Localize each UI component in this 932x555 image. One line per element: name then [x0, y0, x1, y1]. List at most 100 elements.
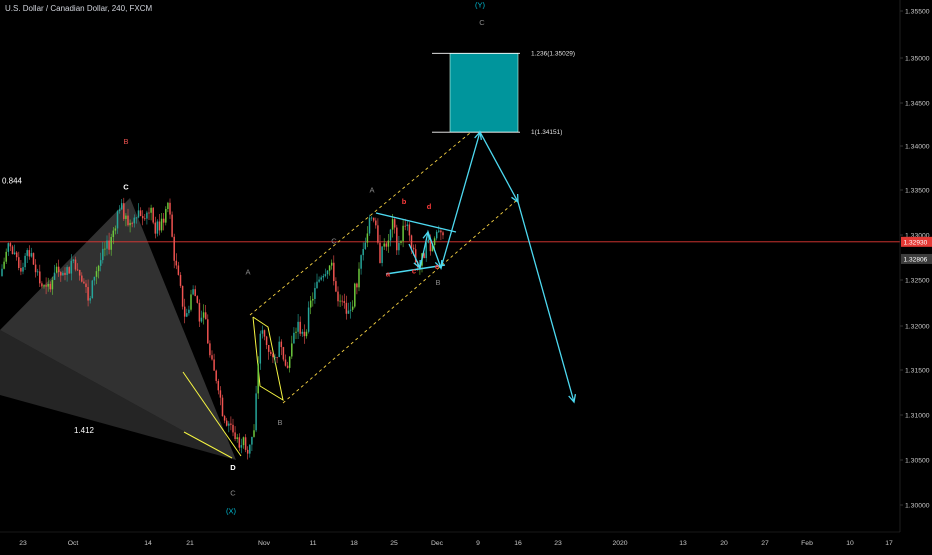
y-tick-label: 1.30000	[905, 503, 930, 510]
candle-body	[339, 300, 341, 302]
candle-body	[156, 221, 159, 234]
candle-body	[158, 221, 161, 231]
candle-body	[368, 217, 371, 234]
wave-label: 0.844	[2, 176, 23, 185]
projection-arrowhead	[511, 193, 519, 204]
candle-body	[259, 333, 262, 364]
candle-body	[375, 220, 377, 226]
candle-body	[393, 219, 396, 228]
candle-body	[362, 248, 364, 256]
candle-body	[404, 225, 406, 227]
triangle-upper-line	[375, 212, 457, 233]
candle-body	[427, 239, 430, 243]
wave-label: C	[479, 18, 485, 27]
candle-body	[349, 309, 352, 311]
candle-body	[171, 214, 173, 237]
candle-body	[251, 436, 253, 445]
symbol-title: U.S. Dollar / Canadian Dollar, 240, FXCM	[5, 4, 153, 13]
candle-body	[70, 260, 73, 274]
candle-body	[146, 212, 148, 219]
candle-body	[196, 296, 199, 303]
candle-body	[351, 306, 354, 310]
candle-body	[34, 264, 37, 273]
candle-body	[274, 357, 276, 358]
candle-body	[64, 272, 66, 275]
candle-body	[192, 289, 194, 295]
candle-body	[429, 239, 432, 252]
wave-label: d	[427, 202, 432, 211]
candle-body	[318, 279, 320, 282]
wave-label: C	[331, 236, 337, 245]
candle-body	[160, 218, 163, 231]
candle-body	[234, 432, 236, 440]
y-tick-label: 1.35500	[905, 9, 930, 16]
candle-body	[114, 228, 117, 231]
candle-body	[133, 217, 136, 224]
candle-body	[9, 243, 12, 247]
candle-body	[53, 272, 56, 280]
candle-body	[291, 343, 293, 357]
candle-body	[36, 271, 39, 273]
candle-body	[316, 281, 318, 289]
candle-body	[238, 437, 241, 448]
candle-body	[438, 230, 440, 232]
candle-body	[57, 266, 60, 273]
candle-body	[326, 270, 329, 275]
candle-body	[62, 272, 64, 276]
flag-wedge	[252, 316, 284, 402]
candle-body	[139, 210, 142, 217]
wave-label: D	[230, 463, 236, 472]
candle-body	[99, 260, 102, 266]
y-tick-label: 1.30500	[905, 458, 930, 465]
candle-body	[270, 351, 272, 354]
candle-body	[95, 271, 98, 277]
candle-body	[400, 241, 402, 243]
x-tick-label: 18	[350, 540, 358, 547]
wave-label: A	[369, 186, 374, 195]
candle-body	[162, 218, 165, 223]
candle-body	[257, 363, 259, 394]
projection-arrowhead	[474, 130, 482, 140]
candle-body	[398, 242, 400, 251]
fib-label-1236: 1.236(1.35029)	[531, 50, 575, 57]
candle-body	[347, 310, 350, 314]
candle-body	[385, 243, 388, 247]
candle-body	[108, 240, 110, 250]
x-tick-label: Nov	[258, 540, 271, 547]
candle-body	[49, 283, 52, 290]
candle-body	[213, 359, 215, 371]
candle-body	[236, 437, 238, 440]
projection-arrowhead	[413, 259, 421, 270]
candle-body	[81, 275, 83, 282]
candle-body	[360, 255, 362, 269]
candle-body	[93, 276, 96, 281]
candle-body	[267, 344, 270, 352]
x-tick-label: 16	[514, 540, 522, 547]
candle-body	[11, 246, 14, 255]
candle-body	[364, 242, 367, 249]
candle-body	[104, 248, 106, 250]
candle-body	[402, 225, 404, 242]
candle-body	[328, 265, 331, 271]
candle-body	[32, 253, 35, 265]
y-tick-label: 1.32000	[905, 324, 930, 331]
candle-body	[129, 222, 131, 226]
candle-body	[123, 203, 125, 219]
candle-body	[272, 353, 274, 358]
candle-body	[230, 423, 232, 425]
channel-lower-line	[282, 199, 518, 404]
candle-body	[309, 300, 312, 308]
candle-body	[253, 430, 255, 437]
candle-body	[412, 247, 415, 250]
x-tick-label: 20	[720, 540, 728, 547]
candle-body	[43, 285, 45, 287]
y-tick-label: 1.33000	[905, 233, 930, 240]
target-zone-box	[449, 53, 519, 133]
wave-label: c	[412, 266, 416, 275]
y-tick-label: 1.34500	[905, 101, 930, 108]
falling-wedge-lower	[183, 431, 233, 459]
candle-body	[242, 437, 245, 446]
candle-body	[202, 312, 205, 318]
